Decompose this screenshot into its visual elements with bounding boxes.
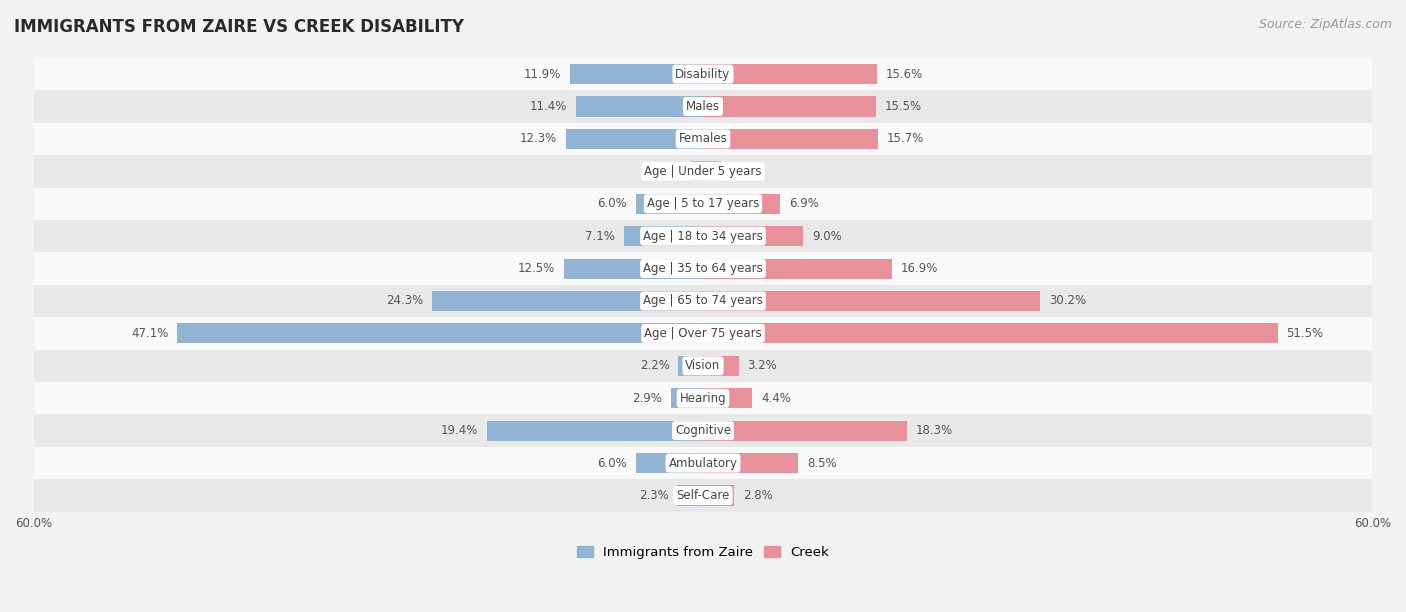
Text: 47.1%: 47.1% <box>131 327 169 340</box>
Text: 16.9%: 16.9% <box>900 262 938 275</box>
Text: 15.5%: 15.5% <box>884 100 922 113</box>
Bar <box>576 97 703 116</box>
Bar <box>671 388 703 408</box>
Bar <box>564 258 703 278</box>
Text: Age | Under 5 years: Age | Under 5 years <box>644 165 762 178</box>
Bar <box>34 447 1372 479</box>
Text: Vision: Vision <box>685 359 721 372</box>
Text: 19.4%: 19.4% <box>440 424 478 437</box>
Bar <box>177 323 703 343</box>
Bar <box>34 90 1372 122</box>
Text: Hearing: Hearing <box>679 392 727 405</box>
Bar <box>703 420 907 441</box>
Text: 11.9%: 11.9% <box>524 67 561 81</box>
Text: 2.9%: 2.9% <box>631 392 662 405</box>
Text: IMMIGRANTS FROM ZAIRE VS CREEK DISABILITY: IMMIGRANTS FROM ZAIRE VS CREEK DISABILIT… <box>14 18 464 36</box>
Text: 12.5%: 12.5% <box>517 262 554 275</box>
Legend: Immigrants from Zaire, Creek: Immigrants from Zaire, Creek <box>572 540 834 564</box>
Bar <box>432 291 703 311</box>
Bar <box>34 252 1372 285</box>
Bar <box>34 220 1372 252</box>
Text: Source: ZipAtlas.com: Source: ZipAtlas.com <box>1258 18 1392 31</box>
Bar <box>565 129 703 149</box>
Text: Age | 18 to 34 years: Age | 18 to 34 years <box>643 230 763 242</box>
Bar <box>703 485 734 506</box>
Bar <box>690 162 703 181</box>
Text: 1.1%: 1.1% <box>652 165 682 178</box>
Bar <box>624 226 703 246</box>
Text: Ambulatory: Ambulatory <box>668 457 738 469</box>
Bar <box>34 155 1372 187</box>
Bar <box>34 285 1372 317</box>
Text: 11.4%: 11.4% <box>530 100 567 113</box>
Bar <box>703 388 752 408</box>
Bar <box>34 58 1372 90</box>
Bar <box>703 291 1040 311</box>
Bar <box>34 349 1372 382</box>
Text: 1.6%: 1.6% <box>730 165 759 178</box>
Text: 2.2%: 2.2% <box>640 359 669 372</box>
Text: Females: Females <box>679 132 727 146</box>
Text: Age | 65 to 74 years: Age | 65 to 74 years <box>643 294 763 307</box>
Text: 6.0%: 6.0% <box>598 457 627 469</box>
Text: 8.5%: 8.5% <box>807 457 837 469</box>
Bar <box>34 317 1372 349</box>
Text: 2.8%: 2.8% <box>744 489 773 502</box>
Bar <box>703 226 803 246</box>
Text: Males: Males <box>686 100 720 113</box>
Text: 6.9%: 6.9% <box>789 197 818 211</box>
Bar <box>636 193 703 214</box>
Bar <box>703 193 780 214</box>
Text: 51.5%: 51.5% <box>1286 327 1323 340</box>
Text: 4.4%: 4.4% <box>761 392 792 405</box>
Text: Self-Care: Self-Care <box>676 489 730 502</box>
Bar <box>34 122 1372 155</box>
Bar <box>34 479 1372 512</box>
Bar <box>703 356 738 376</box>
Bar <box>703 323 1278 343</box>
Bar <box>703 64 877 84</box>
Bar <box>703 97 876 116</box>
Bar <box>571 64 703 84</box>
Text: Age | 35 to 64 years: Age | 35 to 64 years <box>643 262 763 275</box>
Bar <box>703 453 797 473</box>
Bar <box>678 485 703 506</box>
Bar <box>703 129 879 149</box>
Bar <box>34 187 1372 220</box>
Bar <box>34 382 1372 414</box>
Text: 18.3%: 18.3% <box>917 424 953 437</box>
Text: 2.3%: 2.3% <box>638 489 668 502</box>
Bar <box>703 162 721 181</box>
Bar <box>703 258 891 278</box>
Text: 9.0%: 9.0% <box>813 230 842 242</box>
Text: 24.3%: 24.3% <box>385 294 423 307</box>
Text: 15.6%: 15.6% <box>886 67 924 81</box>
Text: 6.0%: 6.0% <box>598 197 627 211</box>
Text: 30.2%: 30.2% <box>1049 294 1085 307</box>
Bar <box>486 420 703 441</box>
Text: Cognitive: Cognitive <box>675 424 731 437</box>
Text: Age | Over 75 years: Age | Over 75 years <box>644 327 762 340</box>
Text: 7.1%: 7.1% <box>585 230 614 242</box>
Text: Age | 5 to 17 years: Age | 5 to 17 years <box>647 197 759 211</box>
Bar <box>636 453 703 473</box>
Bar <box>34 414 1372 447</box>
Text: 15.7%: 15.7% <box>887 132 924 146</box>
Text: 12.3%: 12.3% <box>520 132 557 146</box>
Text: Disability: Disability <box>675 67 731 81</box>
Bar <box>679 356 703 376</box>
Text: 3.2%: 3.2% <box>748 359 778 372</box>
